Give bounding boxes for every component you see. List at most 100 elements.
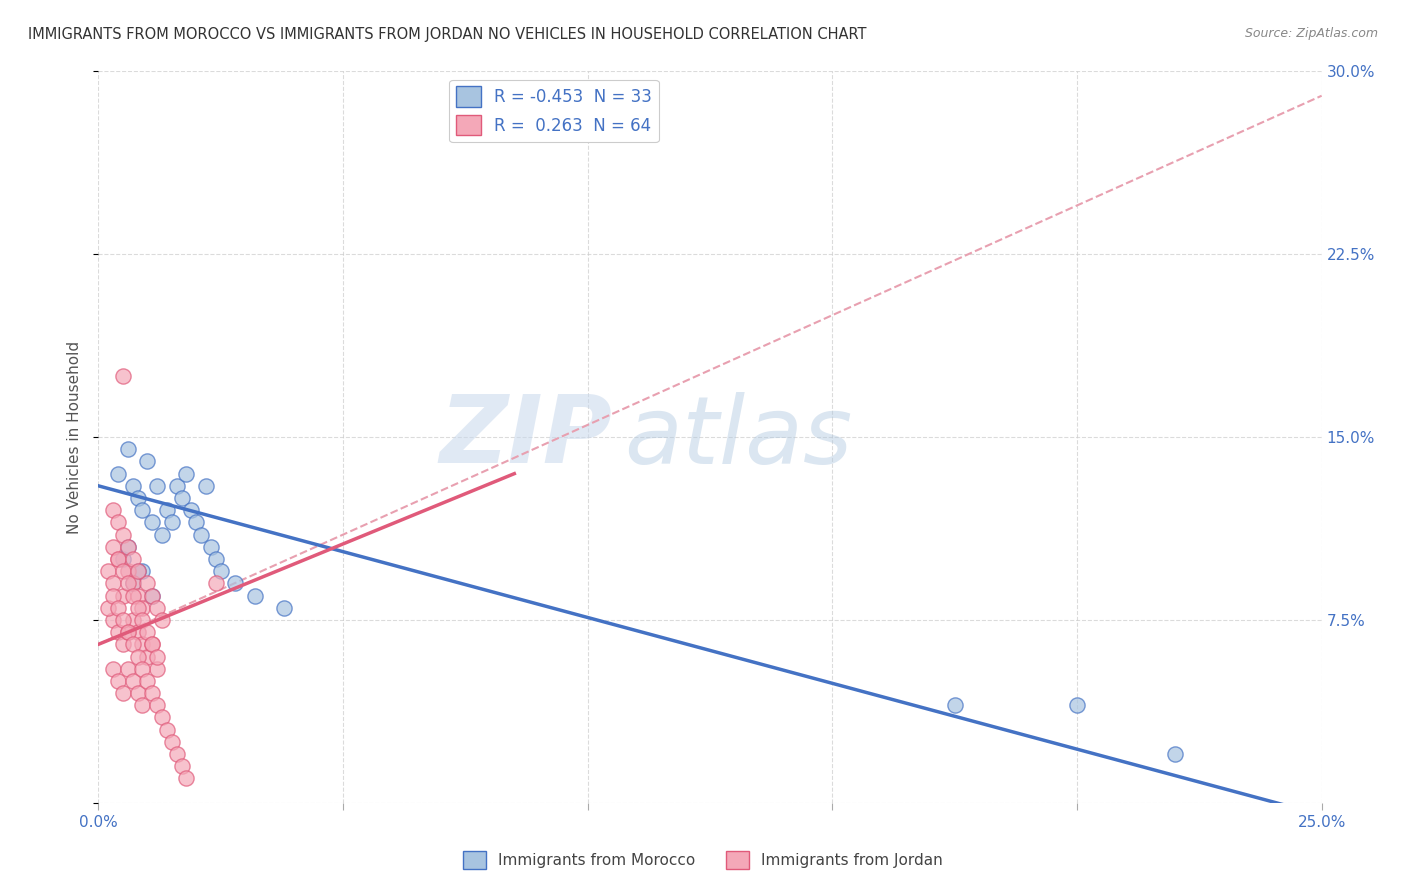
Point bbox=[117, 662, 139, 676]
Point bbox=[97, 600, 120, 615]
Point bbox=[101, 503, 124, 517]
Point bbox=[107, 552, 129, 566]
Point bbox=[180, 503, 202, 517]
Point bbox=[101, 662, 124, 676]
Point bbox=[131, 662, 153, 676]
Point bbox=[224, 576, 246, 591]
Point bbox=[146, 698, 169, 713]
Point bbox=[121, 576, 143, 591]
Point bbox=[117, 540, 139, 554]
Point bbox=[111, 589, 134, 603]
Point bbox=[146, 600, 169, 615]
Point bbox=[131, 564, 153, 578]
Point bbox=[121, 637, 143, 651]
Point bbox=[101, 589, 124, 603]
Point bbox=[117, 564, 139, 578]
Point bbox=[131, 503, 153, 517]
Point bbox=[136, 625, 159, 640]
Point bbox=[117, 576, 139, 591]
Point bbox=[170, 759, 193, 773]
Point bbox=[121, 479, 143, 493]
Point bbox=[127, 564, 149, 578]
Point bbox=[107, 673, 129, 688]
Text: atlas: atlas bbox=[624, 392, 852, 483]
Point bbox=[127, 625, 149, 640]
Point bbox=[127, 649, 149, 664]
Point bbox=[146, 649, 169, 664]
Point bbox=[121, 613, 143, 627]
Point bbox=[121, 589, 143, 603]
Point bbox=[111, 527, 134, 541]
Point bbox=[131, 613, 153, 627]
Point bbox=[117, 442, 139, 457]
Point bbox=[121, 673, 143, 688]
Point bbox=[131, 637, 153, 651]
Point bbox=[107, 625, 129, 640]
Point bbox=[146, 479, 169, 493]
Point bbox=[107, 516, 129, 530]
Point bbox=[170, 491, 193, 505]
Point bbox=[1164, 747, 1187, 761]
Text: IMMIGRANTS FROM MOROCCO VS IMMIGRANTS FROM JORDAN NO VEHICLES IN HOUSEHOLD CORRE: IMMIGRANTS FROM MOROCCO VS IMMIGRANTS FR… bbox=[28, 27, 866, 42]
Point bbox=[243, 589, 266, 603]
Point bbox=[121, 576, 143, 591]
Point bbox=[136, 454, 159, 468]
Point bbox=[150, 613, 173, 627]
Point bbox=[166, 747, 188, 761]
Point bbox=[195, 479, 218, 493]
Point bbox=[141, 686, 163, 700]
Point bbox=[141, 589, 163, 603]
Point bbox=[150, 527, 173, 541]
Point bbox=[176, 467, 198, 481]
Point bbox=[117, 540, 139, 554]
Text: Source: ZipAtlas.com: Source: ZipAtlas.com bbox=[1244, 27, 1378, 40]
Point bbox=[273, 600, 295, 615]
Point bbox=[141, 637, 163, 651]
Point bbox=[97, 564, 120, 578]
Point bbox=[131, 698, 153, 713]
Point bbox=[205, 576, 228, 591]
Point bbox=[127, 600, 149, 615]
Point bbox=[136, 649, 159, 664]
Point bbox=[107, 600, 129, 615]
Point bbox=[131, 600, 153, 615]
Y-axis label: No Vehicles in Household: No Vehicles in Household bbox=[67, 341, 83, 533]
Point bbox=[160, 735, 183, 749]
Point bbox=[117, 625, 139, 640]
Point bbox=[156, 503, 179, 517]
Point bbox=[146, 662, 169, 676]
Point bbox=[209, 564, 232, 578]
Point bbox=[136, 673, 159, 688]
Text: ZIP: ZIP bbox=[439, 391, 612, 483]
Point bbox=[111, 686, 134, 700]
Point bbox=[166, 479, 188, 493]
Point bbox=[101, 540, 124, 554]
Point bbox=[156, 723, 179, 737]
Point bbox=[205, 552, 228, 566]
Point bbox=[111, 552, 134, 566]
Point bbox=[111, 637, 134, 651]
Point bbox=[150, 710, 173, 724]
Legend: Immigrants from Morocco, Immigrants from Jordan: Immigrants from Morocco, Immigrants from… bbox=[457, 845, 949, 875]
Point bbox=[111, 564, 134, 578]
Point bbox=[943, 698, 966, 713]
Legend: R = -0.453  N = 33, R =  0.263  N = 64: R = -0.453 N = 33, R = 0.263 N = 64 bbox=[450, 79, 659, 142]
Point bbox=[127, 686, 149, 700]
Point bbox=[136, 576, 159, 591]
Point bbox=[127, 589, 149, 603]
Point bbox=[160, 516, 183, 530]
Point bbox=[101, 576, 124, 591]
Point bbox=[111, 613, 134, 627]
Point bbox=[1066, 698, 1088, 713]
Point bbox=[101, 613, 124, 627]
Point bbox=[121, 552, 143, 566]
Point bbox=[141, 589, 163, 603]
Point bbox=[111, 369, 134, 384]
Point bbox=[200, 540, 222, 554]
Point bbox=[127, 564, 149, 578]
Point bbox=[127, 491, 149, 505]
Point bbox=[117, 625, 139, 640]
Point bbox=[176, 772, 198, 786]
Point bbox=[141, 516, 163, 530]
Point bbox=[107, 467, 129, 481]
